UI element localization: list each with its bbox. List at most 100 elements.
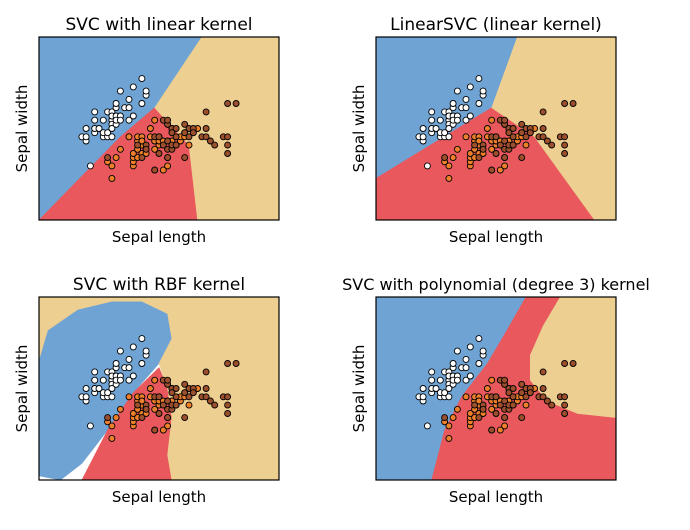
- data-point-class-2: [539, 125, 547, 132]
- data-point-class-1: [449, 414, 457, 422]
- data-point-class-2: [518, 129, 526, 137]
- data-point-class-0: [466, 343, 474, 351]
- subplot-linearsvc: LinearSVC (linear kernel) Sepal length S…: [350, 15, 617, 246]
- data-point-class-2: [189, 129, 197, 137]
- data-point-class-2: [181, 129, 189, 137]
- data-point-class-0: [419, 125, 427, 132]
- data-point-class-0: [95, 125, 103, 132]
- data-point-class-0: [462, 116, 470, 124]
- data-point-class-0: [108, 385, 116, 392]
- data-point-class-1: [445, 174, 453, 182]
- data-point-class-2: [155, 410, 163, 417]
- data-point-class-1: [483, 125, 491, 132]
- data-point-class-2: [526, 129, 534, 137]
- x-axis-label: Sepal length: [449, 488, 543, 506]
- data-point-class-2: [543, 137, 551, 145]
- data-point-class-1: [462, 133, 470, 141]
- data-point-class-0: [428, 108, 436, 116]
- data-point-class-0: [116, 116, 124, 124]
- data-point-class-2: [492, 410, 500, 417]
- data-point-class-2: [202, 368, 210, 376]
- data-point-class-2: [561, 133, 569, 141]
- subplot-title: SVC with polynomial (degree 3) kernel: [342, 275, 650, 294]
- data-point-class-0: [479, 87, 487, 95]
- subplot-svc-linear: SVC with linear kernel Sepal length Sepa…: [13, 15, 280, 246]
- data-point-class-1: [129, 410, 137, 417]
- data-point-class-0: [475, 75, 483, 83]
- data-point-class-2: [159, 141, 167, 149]
- data-point-class-2: [164, 414, 172, 422]
- data-point-class-2: [224, 133, 232, 141]
- data-point-class-0: [445, 393, 453, 401]
- data-point-class-0: [419, 133, 427, 141]
- scatter-points: [78, 335, 240, 442]
- data-point-class-1: [501, 162, 509, 170]
- data-point-class-2: [561, 410, 569, 417]
- decision-region-class-2: [39, 297, 279, 480]
- data-point-class-2: [202, 125, 210, 132]
- data-point-class-1: [522, 141, 530, 149]
- data-point-class-0: [423, 422, 431, 430]
- data-point-class-1: [496, 426, 504, 434]
- data-point-class-2: [232, 360, 240, 367]
- data-point-class-0: [91, 368, 99, 376]
- subplot-svc-poly: SVC with polynomial (degree 3) kernel Se…: [342, 275, 650, 506]
- data-point-class-0: [99, 116, 107, 124]
- decision-regions: [376, 297, 616, 480]
- subplot-title: SVC with linear kernel: [66, 15, 253, 35]
- y-axis-label: Sepal width: [13, 345, 31, 433]
- data-point-class-2: [202, 385, 210, 392]
- data-point-class-0: [453, 87, 461, 95]
- data-point-class-2: [164, 154, 172, 162]
- subplot-title: LinearSVC (linear kernel): [390, 15, 602, 35]
- data-point-class-2: [441, 414, 449, 422]
- data-point-class-2: [501, 376, 509, 384]
- data-point-class-0: [129, 372, 137, 380]
- data-point-class-1: [445, 434, 453, 442]
- data-point-class-2: [543, 397, 551, 405]
- data-point-class-0: [91, 108, 99, 116]
- data-point-class-1: [475, 137, 483, 145]
- data-point-class-1: [483, 385, 491, 392]
- data-point-class-2: [172, 133, 180, 141]
- data-point-class-2: [181, 380, 189, 388]
- data-point-class-0: [95, 385, 103, 392]
- data-point-class-1: [522, 401, 530, 409]
- data-point-class-2: [155, 393, 163, 401]
- data-point-class-2: [211, 401, 219, 409]
- data-point-class-2: [492, 133, 500, 141]
- data-point-class-2: [155, 133, 163, 141]
- data-point-class-0: [432, 125, 440, 132]
- data-point-class-2: [185, 393, 193, 401]
- data-point-class-2: [181, 414, 189, 422]
- data-point-class-2: [539, 368, 547, 376]
- data-point-class-0: [86, 162, 94, 170]
- data-point-class-0: [91, 376, 99, 384]
- data-point-class-0: [125, 116, 133, 124]
- data-point-class-1: [125, 133, 133, 141]
- data-point-class-2: [548, 141, 556, 149]
- data-point-class-1: [151, 116, 159, 124]
- data-point-class-2: [104, 414, 112, 422]
- data-point-class-2: [164, 376, 172, 384]
- data-point-class-0: [142, 347, 150, 355]
- data-point-class-0: [428, 116, 436, 124]
- data-point-class-2: [518, 414, 526, 422]
- data-point-class-1: [185, 141, 193, 149]
- data-point-class-2: [526, 389, 534, 397]
- data-point-class-2: [501, 414, 509, 422]
- data-point-class-2: [518, 120, 526, 128]
- data-point-class-0: [436, 116, 444, 124]
- data-point-class-1: [445, 162, 453, 170]
- data-point-class-0: [466, 83, 474, 91]
- data-point-class-2: [509, 393, 517, 401]
- data-point-class-1: [151, 405, 159, 413]
- data-point-class-2: [441, 154, 449, 162]
- data-point-class-2: [181, 389, 189, 397]
- data-point-class-1: [151, 376, 159, 384]
- data-point-class-0: [104, 389, 112, 397]
- data-point-class-2: [561, 401, 569, 409]
- data-point-class-2: [172, 385, 180, 392]
- data-point-class-2: [471, 141, 479, 149]
